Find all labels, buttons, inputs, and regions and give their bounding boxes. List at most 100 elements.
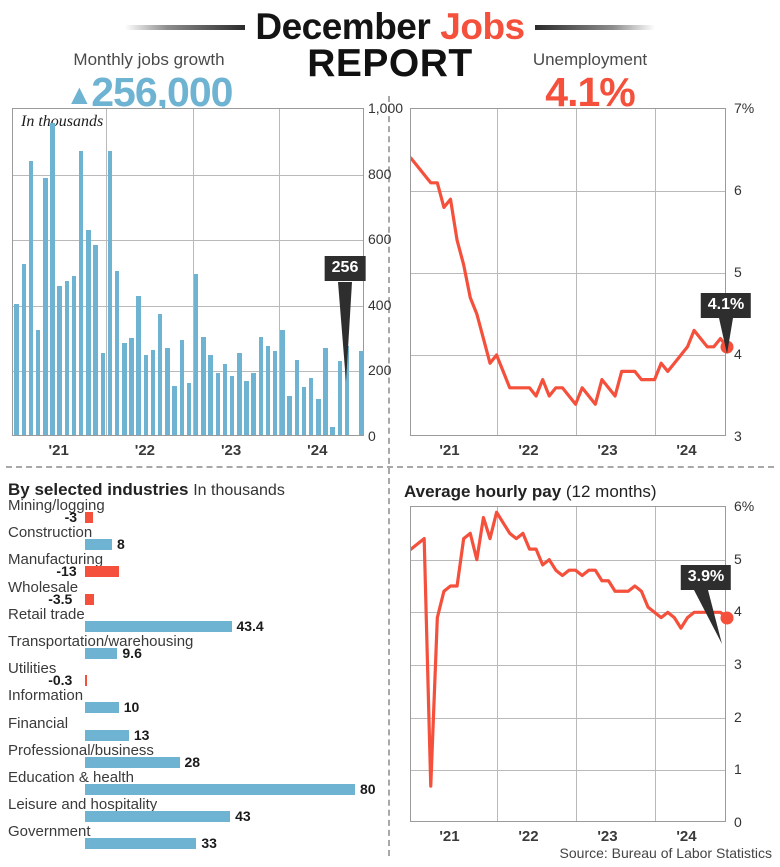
pay-plot-ytick: 2 xyxy=(734,708,742,725)
industries-row: Utilities -0.3 xyxy=(0,660,386,688)
jobs-bar xyxy=(258,336,264,435)
jobs-bar xyxy=(114,271,120,435)
jobs-bar xyxy=(122,343,127,435)
industries-row-label: Utilities xyxy=(8,660,57,678)
industries-row-value: 28 xyxy=(184,753,201,770)
unemp-plot-ytick: 7% xyxy=(734,100,755,116)
jobs-ytick: 600 xyxy=(368,231,392,248)
industries-row: Manufacturing -13 xyxy=(0,551,386,580)
industries-bar-chart: Mining/logging -3 Construction 8 Manufacturi… xyxy=(0,497,386,860)
jobs-chart-note: In thousands xyxy=(21,113,104,130)
jobs-year-gridline xyxy=(192,109,194,435)
industries-row-label: Transportation/warehousing xyxy=(8,633,194,650)
industries-bar xyxy=(85,620,232,632)
industries-row-value: 13 xyxy=(133,726,150,743)
jobs-gridline xyxy=(13,305,363,307)
industries-row: Education & health 80 xyxy=(0,769,386,797)
up-triangle-icon: ▲ xyxy=(65,79,94,110)
jobs-bar xyxy=(158,313,163,435)
stat-left-number: 256,000 xyxy=(91,69,233,115)
jobs-xtick: '22 xyxy=(134,442,156,459)
industries-bar xyxy=(85,539,112,551)
industries-bar xyxy=(85,593,95,605)
jobs-bar xyxy=(172,385,177,435)
industries-row: Construction 8 xyxy=(0,524,386,552)
jobs-bar xyxy=(57,285,62,435)
jobs-bar xyxy=(280,330,285,435)
industries-row: Retail trade 43.4 xyxy=(0,606,386,634)
industries-row-value: -13 xyxy=(56,563,77,580)
stat-right-value: 4.1% xyxy=(545,69,635,115)
title-rule-right xyxy=(534,24,655,30)
industries-row: Financial 13 xyxy=(0,714,386,743)
jobs-bar xyxy=(272,351,278,435)
pay-plot-path xyxy=(411,510,727,788)
industries-row-value: 43.4 xyxy=(236,617,264,634)
pay-plot-xtick: '23 xyxy=(597,828,618,845)
title-jobs: Jobs xyxy=(440,6,525,47)
stat-left-label: Monthly jobs growth xyxy=(73,50,225,69)
jobs-bar xyxy=(43,177,48,435)
industries-bar xyxy=(85,838,197,850)
industries-row: Leisure and hospitality 43 xyxy=(0,796,386,824)
gridline xyxy=(411,559,725,561)
jobs-bar xyxy=(193,274,199,435)
unemp-plot-ytick: 3 xyxy=(734,428,742,444)
industries-row-label: Government xyxy=(8,823,91,841)
industries-row-label: Professional/business xyxy=(8,741,154,759)
divider-vertical xyxy=(388,96,390,856)
industries-bar xyxy=(85,648,118,659)
pay-plot-xtick: '22 xyxy=(518,828,539,845)
industries-row: Transportation/warehousing 9.6 xyxy=(0,633,386,661)
year-gridline xyxy=(654,109,656,435)
jobs-xtick: '21 xyxy=(48,442,69,459)
unemployment-callout-needle xyxy=(719,318,733,354)
year-gridline xyxy=(496,109,498,435)
industries-title-sub: In thousands xyxy=(193,482,285,499)
pay-plot-ytick: 6% xyxy=(734,498,755,514)
stat-right-label: Unemployment xyxy=(532,50,648,69)
jobs-gridline xyxy=(13,174,363,176)
jobs-bar xyxy=(222,364,228,435)
industries-row-label: Financial xyxy=(8,714,69,732)
pay-plot-ytick: 1 xyxy=(734,761,742,778)
title-rule-left xyxy=(125,24,246,30)
pay-plot-ytick: 3 xyxy=(734,656,742,672)
jobs-bar xyxy=(79,151,84,435)
gridline xyxy=(411,273,725,274)
unemp-plot-xtick: '22 xyxy=(518,442,539,459)
gridline xyxy=(411,717,725,719)
jobs-bar xyxy=(215,372,220,435)
industries-row-value: 33 xyxy=(201,835,217,852)
jobs-bar xyxy=(50,123,55,435)
gridline xyxy=(411,355,725,356)
pay-title-main: Average hourly pay xyxy=(404,482,562,501)
jobs-bar xyxy=(150,350,156,435)
jobs-bar xyxy=(129,338,134,435)
jobs-bar xyxy=(143,354,149,435)
year-gridline xyxy=(496,507,498,821)
industries-bar xyxy=(85,811,231,823)
jobs-bar xyxy=(179,339,185,435)
jobs-bar xyxy=(301,387,307,435)
pay-callout-needle xyxy=(694,590,722,644)
industries-bar xyxy=(85,756,180,768)
jobs-bar xyxy=(28,161,34,435)
industries-title-main: By selected industries xyxy=(8,480,189,499)
gridline xyxy=(411,612,725,614)
gridline xyxy=(411,770,725,772)
jobs-gridline xyxy=(13,371,363,373)
jobs-bar xyxy=(64,280,70,435)
jobs-ytick: 800 xyxy=(368,165,392,182)
jobs-bar xyxy=(359,351,364,435)
stat-monthly-jobs-growth: Monthly jobs growth ▲256,000 xyxy=(24,50,274,117)
jobs-bar xyxy=(287,395,292,435)
jobs-year-gridline xyxy=(106,109,108,435)
pay-title-sub: (12 months) xyxy=(565,482,657,501)
unemp-plot-xtick: '21 xyxy=(439,442,460,459)
industries-row-label: Manufacturing xyxy=(8,551,104,569)
industries-bar xyxy=(85,512,93,523)
jobs-callout-needle xyxy=(338,282,352,382)
jobs-bar xyxy=(208,354,213,435)
